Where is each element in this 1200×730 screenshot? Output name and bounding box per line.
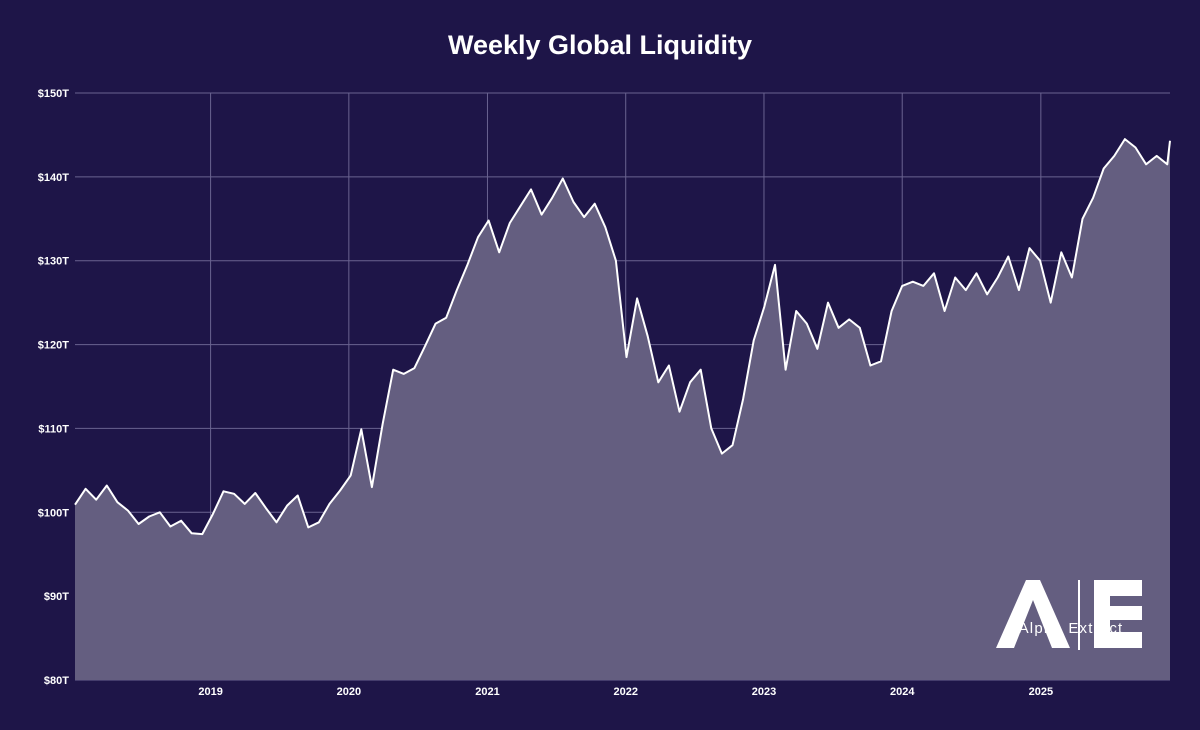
x-tick-label: 2020: [337, 686, 361, 698]
x-tick-label: 2019: [198, 686, 222, 698]
liquidity-area: [75, 139, 1170, 681]
y-tick-label: $150T: [38, 88, 69, 100]
chart-title: Weekly Global Liquidity: [447, 30, 753, 60]
y-tick-label: $80T: [44, 675, 69, 687]
y-tick-label: $100T: [38, 507, 69, 519]
x-tick-label: 2023: [752, 686, 776, 698]
logo-divider: [1078, 580, 1080, 650]
x-tick-label: 2022: [613, 686, 637, 698]
x-tick-label: 2025: [1029, 686, 1053, 698]
y-tick-label: $130T: [38, 256, 69, 268]
y-tick-label: $120T: [38, 340, 69, 352]
y-axis-labels: $80T $90T $100T $110T $120T $130T $140T $150T: [38, 88, 69, 687]
x-tick-label: 2024: [890, 686, 915, 698]
alpha-extract-logo: Alpha Extract: [996, 580, 1142, 650]
x-axis-labels: 2019 2020 2021 2022 2023 2024 2025: [198, 686, 1053, 698]
logo-letter-e: [1094, 580, 1142, 648]
x-tick-label: 2021: [475, 686, 499, 698]
y-tick-label: $90T: [44, 591, 69, 603]
logo-brand-text: Alpha Extract: [1019, 620, 1124, 637]
logo-letter-a: [996, 580, 1070, 648]
y-tick-label: $140T: [38, 172, 69, 184]
y-tick-label: $110T: [38, 423, 69, 435]
liquidity-line: [74, 138, 1171, 536]
